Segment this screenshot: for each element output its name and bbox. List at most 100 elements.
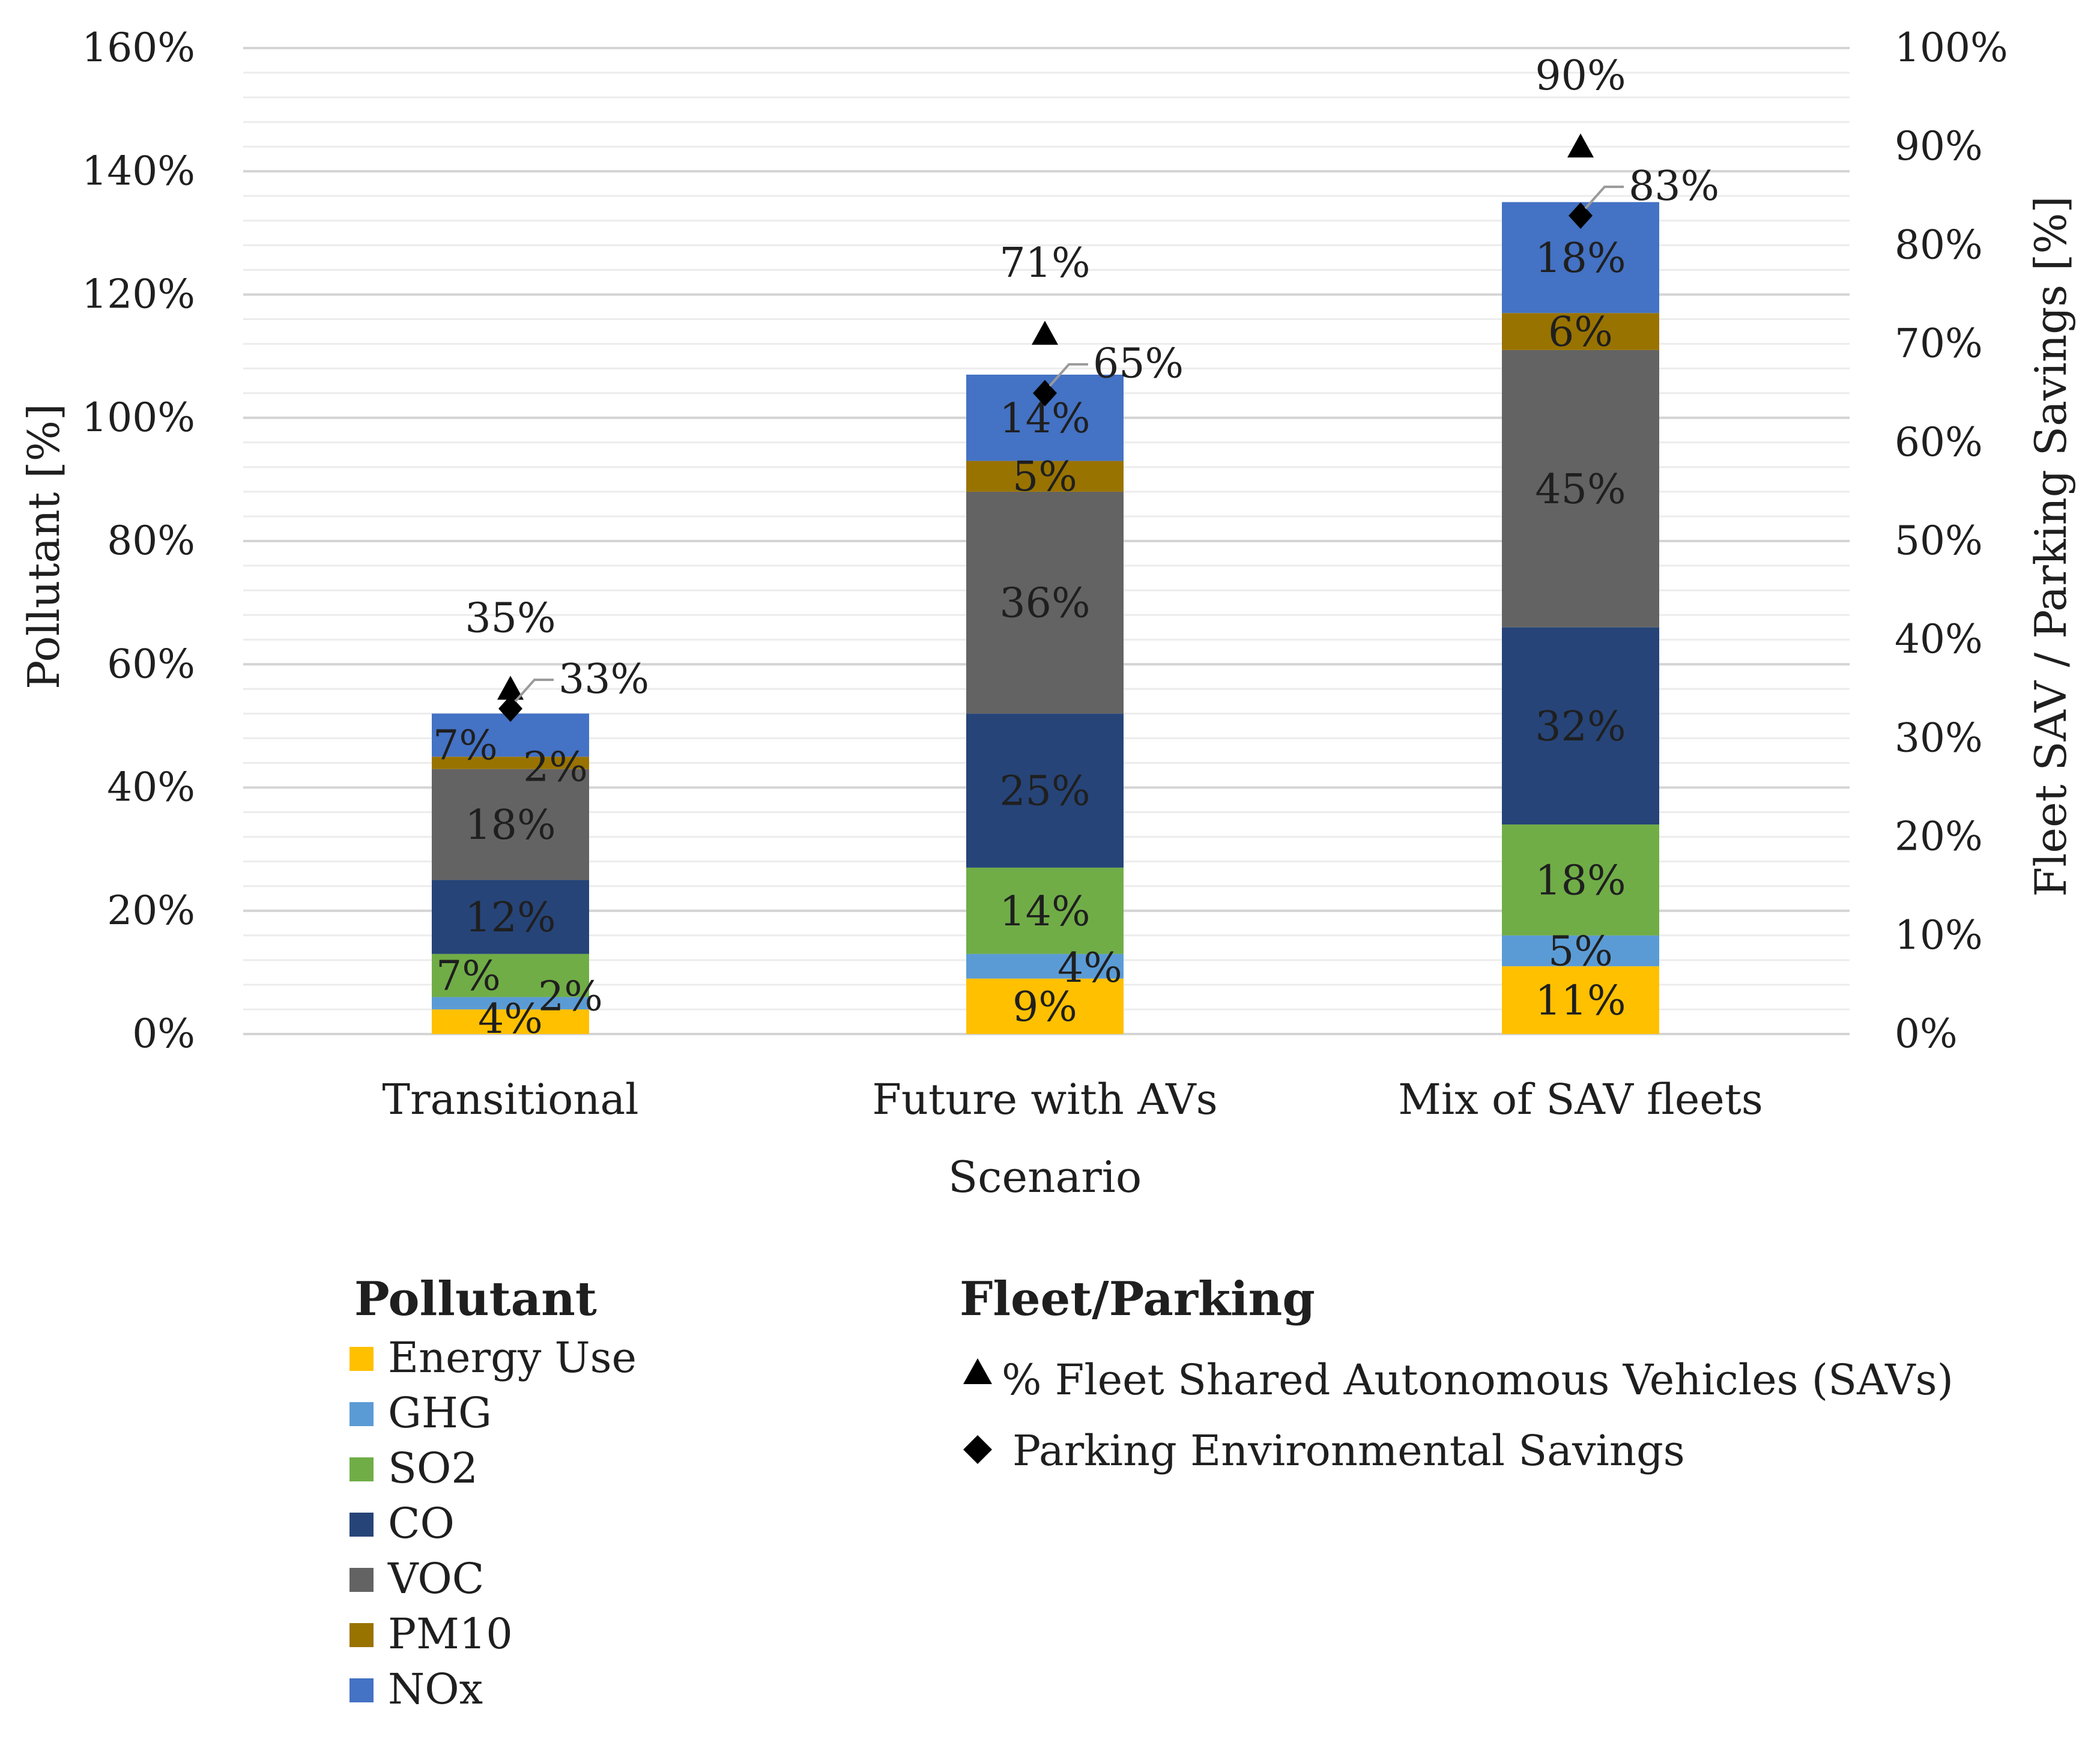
segment-value-label: 18% [1535,857,1626,904]
segment-value-label: 45% [1535,466,1626,513]
y2-tick-label: 10% [1895,912,1983,958]
bar-segment-ghg [432,997,589,1009]
segment-value-label: 5% [1012,453,1077,501]
bar-segment-pm10 [966,461,1124,492]
y2-tick-label: 50% [1895,518,1983,564]
legend-triangle-marker [963,1358,992,1384]
legend-title-pollutant: Pollutant [354,1272,597,1326]
legend-diamond-marker [963,1435,992,1464]
legend-marker-items: % Fleet Shared Autonomous Vehicles (SAVs… [963,1355,1953,1475]
legend-label: PM10 [388,1609,513,1659]
bar-segment-pm10 [1502,313,1659,350]
category-label: Transitional [382,1075,638,1124]
bar-segment-so2 [1502,824,1659,936]
y-tick-label: 20% [107,888,195,934]
y-tick-label: 120% [82,271,195,318]
legend-label: SO2 [388,1444,478,1493]
y-tick-label: 100% [82,395,195,441]
segment-value-label: 25% [999,768,1090,815]
diamond-marker [1033,380,1057,407]
bar-segment-pm10 [432,757,589,769]
triangle-marker [1567,133,1594,158]
bar-segment-co [432,880,589,954]
legend-label: NOx [388,1665,483,1714]
triangle-value-label: 90% [1535,52,1626,100]
triangle-value-label: 35% [465,594,555,642]
segment-value-label: 7% [436,953,501,1000]
category-labels: Transitional Future with AVs Mix of SAV fl… [382,1075,1763,1124]
bar-segment-ghg [1502,935,1659,967]
y2-tick-label: 30% [1895,715,1983,761]
bar-segment-co [1502,627,1659,825]
y2-tick-label: 40% [1895,616,1983,662]
diamond-leader-line [514,679,554,703]
legend-label: Parking Environmental Savings [1012,1426,1685,1475]
y2-tick-label: 100% [1895,25,2008,71]
triangle-marker [497,676,524,700]
legend-swatch-voc [349,1568,374,1592]
segment-value-label: 36% [999,580,1090,628]
y2-tick-label: 70% [1895,321,1983,367]
diamond-value-label: 83% [1629,163,1719,210]
bar-segment-voc [1502,349,1659,628]
category-label: Future with AVs [872,1075,1217,1124]
bars [432,202,1659,1034]
segment-value-label: 2% [523,743,588,791]
segment-value-label: 18% [465,802,555,849]
y2-tick-label: 80% [1895,222,1983,268]
y2-axis-ticks: 0% 10% 20% 30% 40% 50% 60% 70% 80% 90% 100% [1895,25,2008,1057]
legend: Pollutant Energy Use GHG SO2 CO VOC PM10 NOx F… [349,1272,1953,1714]
bar-segment-so2 [966,867,1124,954]
legend-swatch-nox [349,1678,374,1702]
bar-segment-ghg [966,954,1124,979]
segment-value-label: 12% [465,894,555,942]
segment-value-label: 32% [1535,703,1626,751]
legend-pollutant-items: Energy Use GHG SO2 CO VOC PM10 NOx [349,1333,637,1714]
bar-segment-energy-use [966,978,1124,1034]
diamond-leader-line [1584,186,1624,210]
bar-segment-voc [966,491,1124,714]
y2-tick-label: 20% [1895,814,1983,860]
x-axis-title: Scenario [948,1152,1142,1202]
y-axis-title: Pollutant [%] [19,404,69,689]
legend-swatch-ghg [349,1402,374,1426]
legend-label: % Fleet Shared Autonomous Vehicles (SAVs… [1002,1355,1953,1405]
legend-swatch-co [349,1513,374,1537]
diamond-value-label: 65% [1093,340,1184,388]
legend-label: VOC [387,1554,484,1603]
y2-tick-label: 60% [1895,419,1983,465]
legend-label: GHG [388,1388,492,1438]
legend-label: CO [388,1499,455,1548]
category-label: Mix of SAV fleets [1398,1075,1763,1124]
y2-tick-label: 0% [1895,1011,1958,1057]
bar-segment-energy-use [432,1009,589,1034]
y-tick-label: 160% [82,25,195,71]
diamond-marker [498,695,522,722]
y-tick-label: 40% [107,764,195,811]
segment-value-label: 14% [999,888,1090,936]
bar-segment-co [966,713,1124,868]
segment-value-label: 2% [538,973,603,1021]
segment-value-label: 18% [1535,235,1626,282]
bar-segment-energy-use [1502,966,1659,1034]
segment-value-label: 4% [478,996,543,1043]
triangle-value-label: 71% [999,240,1090,287]
legend-swatch-so2 [349,1457,374,1481]
segment-labels: 4%2%7%12%18%2%7%9%4%14%25%36%5%14%11%5%1… [433,235,1626,1043]
y2-axis-title: Fleet SAV / Parking Savings [%] [2026,196,2076,897]
y-tick-label: 0% [132,1011,195,1057]
legend-swatch-pm10 [349,1623,374,1647]
diamond-marker [1569,202,1593,229]
segment-value-label: 5% [1548,928,1613,975]
diamond-leader-line [1048,363,1088,387]
diamond-value-label: 33% [558,656,649,703]
y-tick-label: 140% [82,148,195,194]
segment-value-label: 6% [1548,309,1613,356]
segment-value-label: 7% [433,722,498,769]
legend-swatch-energy-use [349,1347,374,1371]
segment-value-label: 9% [1012,984,1077,1031]
y-tick-label: 80% [107,518,195,564]
segment-value-label: 4% [1058,945,1122,992]
y-tick-label: 60% [107,641,195,687]
